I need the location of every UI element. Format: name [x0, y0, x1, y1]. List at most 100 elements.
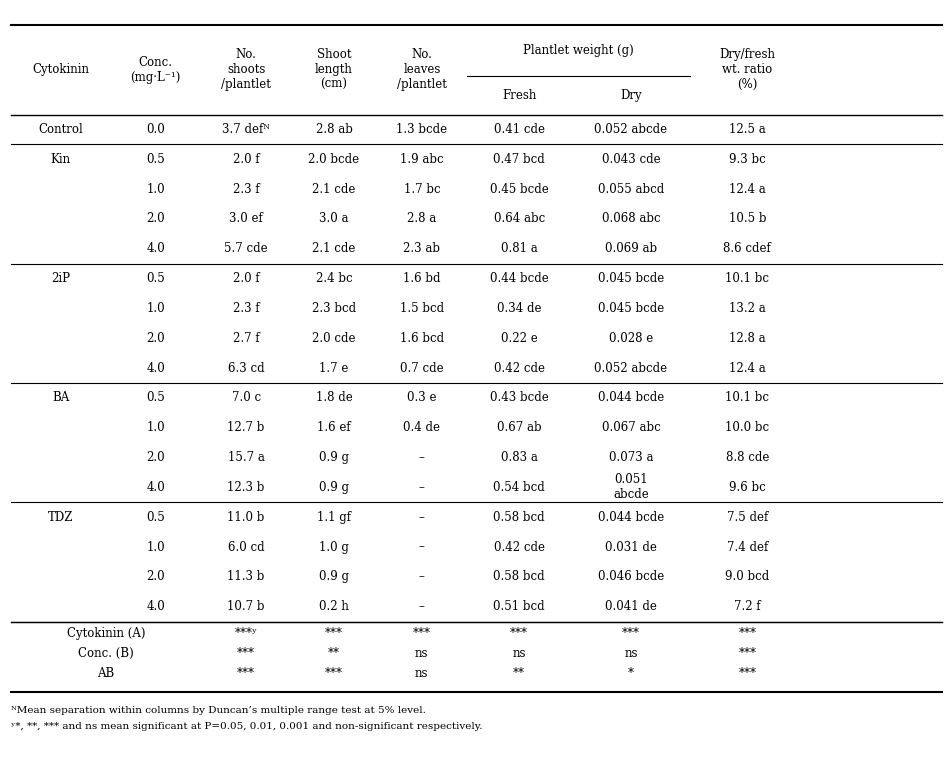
Text: 0.45 bcde: 0.45 bcde	[489, 182, 548, 196]
Text: 9.6 bc: 9.6 bc	[728, 481, 764, 494]
Text: –: –	[419, 451, 425, 464]
Text: Conc.
(mg·L⁻¹): Conc. (mg·L⁻¹)	[130, 56, 181, 84]
Text: **: **	[513, 667, 525, 680]
Text: 8.6 cdef: 8.6 cdef	[723, 242, 770, 255]
Text: 10.1 bc: 10.1 bc	[724, 392, 768, 405]
Text: Conc. (B): Conc. (B)	[78, 648, 133, 660]
Text: 0.54 bcd: 0.54 bcd	[493, 481, 545, 494]
Text: ***: ***	[325, 627, 343, 640]
Text: ns: ns	[415, 648, 428, 660]
Text: 7.2 f: 7.2 f	[733, 601, 760, 613]
Text: –: –	[419, 481, 425, 494]
Text: 1.0 g: 1.0 g	[319, 540, 348, 554]
Text: 1.0: 1.0	[147, 421, 165, 435]
Text: –: –	[419, 601, 425, 613]
Text: 12.4 a: 12.4 a	[728, 362, 764, 374]
Text: 4.0: 4.0	[147, 362, 165, 374]
Text: 0.51 bcd: 0.51 bcd	[493, 601, 545, 613]
Text: Cytokinin: Cytokinin	[32, 63, 89, 76]
Text: TDZ: TDZ	[48, 511, 73, 524]
Text: 0.67 ab: 0.67 ab	[496, 421, 541, 435]
Text: 0.4 de: 0.4 de	[403, 421, 440, 435]
Text: 1.0: 1.0	[147, 302, 165, 315]
Text: Cytokinin (A): Cytokinin (A)	[67, 627, 145, 640]
Text: 2.8 a: 2.8 a	[407, 212, 436, 226]
Text: 2.0 f: 2.0 f	[232, 153, 259, 166]
Text: 0.052 abcde: 0.052 abcde	[594, 362, 666, 374]
Text: 1.7 e: 1.7 e	[319, 362, 348, 374]
Text: Shoot
length
(cm): Shoot length (cm)	[315, 49, 352, 91]
Text: 6.0 cd: 6.0 cd	[228, 540, 264, 554]
Text: 0.34 de: 0.34 de	[497, 302, 541, 315]
Text: 1.1 gf: 1.1 gf	[317, 511, 350, 524]
Text: 0.22 e: 0.22 e	[501, 332, 537, 345]
Text: 0.3 e: 0.3 e	[407, 392, 436, 405]
Text: 0.028 e: 0.028 e	[608, 332, 652, 345]
Text: 10.0 bc: 10.0 bc	[724, 421, 768, 435]
Text: 0.073 a: 0.073 a	[608, 451, 652, 464]
Text: ʸ*, **, *** and ns mean significant at P=0.05, 0.01, 0.001 and non-significant r: ʸ*, **, *** and ns mean significant at P…	[10, 721, 482, 731]
Text: ***: ***	[237, 648, 255, 660]
Text: 0.068 abc: 0.068 abc	[601, 212, 660, 226]
Text: 3.0 ef: 3.0 ef	[228, 212, 263, 226]
Text: 2.3 bcd: 2.3 bcd	[311, 302, 356, 315]
Text: 9.3 bc: 9.3 bc	[728, 153, 764, 166]
Text: 2.4 bc: 2.4 bc	[315, 272, 352, 285]
Text: 0.2 h: 0.2 h	[319, 601, 348, 613]
Text: 12.8 a: 12.8 a	[728, 332, 764, 345]
Text: 1.6 bd: 1.6 bd	[403, 272, 440, 285]
Text: ns: ns	[415, 667, 428, 680]
Text: 0.81 a: 0.81 a	[501, 242, 537, 255]
Text: 5.7 cde: 5.7 cde	[224, 242, 268, 255]
Text: 1.3 bcde: 1.3 bcde	[396, 123, 446, 136]
Text: 0.44 bcde: 0.44 bcde	[489, 272, 548, 285]
Text: 4.0: 4.0	[147, 242, 165, 255]
Text: Kin: Kin	[50, 153, 70, 166]
Text: No.
leaves
/plantlet: No. leaves /plantlet	[397, 49, 446, 91]
Text: 9.0 bcd: 9.0 bcd	[724, 571, 768, 583]
Text: 0.031 de: 0.031 de	[605, 540, 656, 554]
Text: 12.7 b: 12.7 b	[228, 421, 265, 435]
Text: –: –	[419, 511, 425, 524]
Text: 6.3 cd: 6.3 cd	[228, 362, 264, 374]
Text: 0.43 bcde: 0.43 bcde	[489, 392, 548, 405]
Text: 0.9 g: 0.9 g	[319, 451, 348, 464]
Text: 0.9 g: 0.9 g	[319, 481, 348, 494]
Text: ns: ns	[624, 648, 637, 660]
Text: 10.1 bc: 10.1 bc	[724, 272, 768, 285]
Text: 12.3 b: 12.3 b	[228, 481, 265, 494]
Text: 1.0: 1.0	[147, 540, 165, 554]
Text: 0.067 abc: 0.067 abc	[601, 421, 660, 435]
Text: 0.069 ab: 0.069 ab	[605, 242, 656, 255]
Text: ***: ***	[622, 627, 639, 640]
Text: ns: ns	[512, 648, 526, 660]
Text: 0.0: 0.0	[147, 123, 165, 136]
Text: 7.0 c: 7.0 c	[231, 392, 260, 405]
Text: ***: ***	[412, 627, 430, 640]
Text: Dry: Dry	[620, 88, 641, 102]
Text: 2.0: 2.0	[147, 212, 165, 226]
Text: 0.046 bcde: 0.046 bcde	[597, 571, 664, 583]
Text: 10.7 b: 10.7 b	[228, 601, 265, 613]
Text: 0.42 cde: 0.42 cde	[493, 362, 545, 374]
Text: 0.044 bcde: 0.044 bcde	[597, 392, 664, 405]
Text: 0.41 cde: 0.41 cde	[493, 123, 545, 136]
Text: 0.9 g: 0.9 g	[319, 571, 348, 583]
Text: 0.045 bcde: 0.045 bcde	[597, 272, 664, 285]
Text: 0.83 a: 0.83 a	[501, 451, 537, 464]
Text: 12.4 a: 12.4 a	[728, 182, 764, 196]
Text: **: **	[327, 648, 340, 660]
Text: ***ʸ: ***ʸ	[234, 627, 257, 640]
Text: 2.7 f: 2.7 f	[232, 332, 259, 345]
Text: 13.2 a: 13.2 a	[728, 302, 764, 315]
Text: 2.3 f: 2.3 f	[232, 302, 259, 315]
Text: 1.0: 1.0	[147, 182, 165, 196]
Text: 1.6 ef: 1.6 ef	[317, 421, 350, 435]
Text: 0.5: 0.5	[147, 153, 165, 166]
Text: ***: ***	[738, 627, 756, 640]
Text: 0.7 cde: 0.7 cde	[400, 362, 444, 374]
Text: 0.044 bcde: 0.044 bcde	[597, 511, 664, 524]
Text: BA: BA	[52, 392, 69, 405]
Text: 7.5 def: 7.5 def	[726, 511, 767, 524]
Text: ***: ***	[738, 648, 756, 660]
